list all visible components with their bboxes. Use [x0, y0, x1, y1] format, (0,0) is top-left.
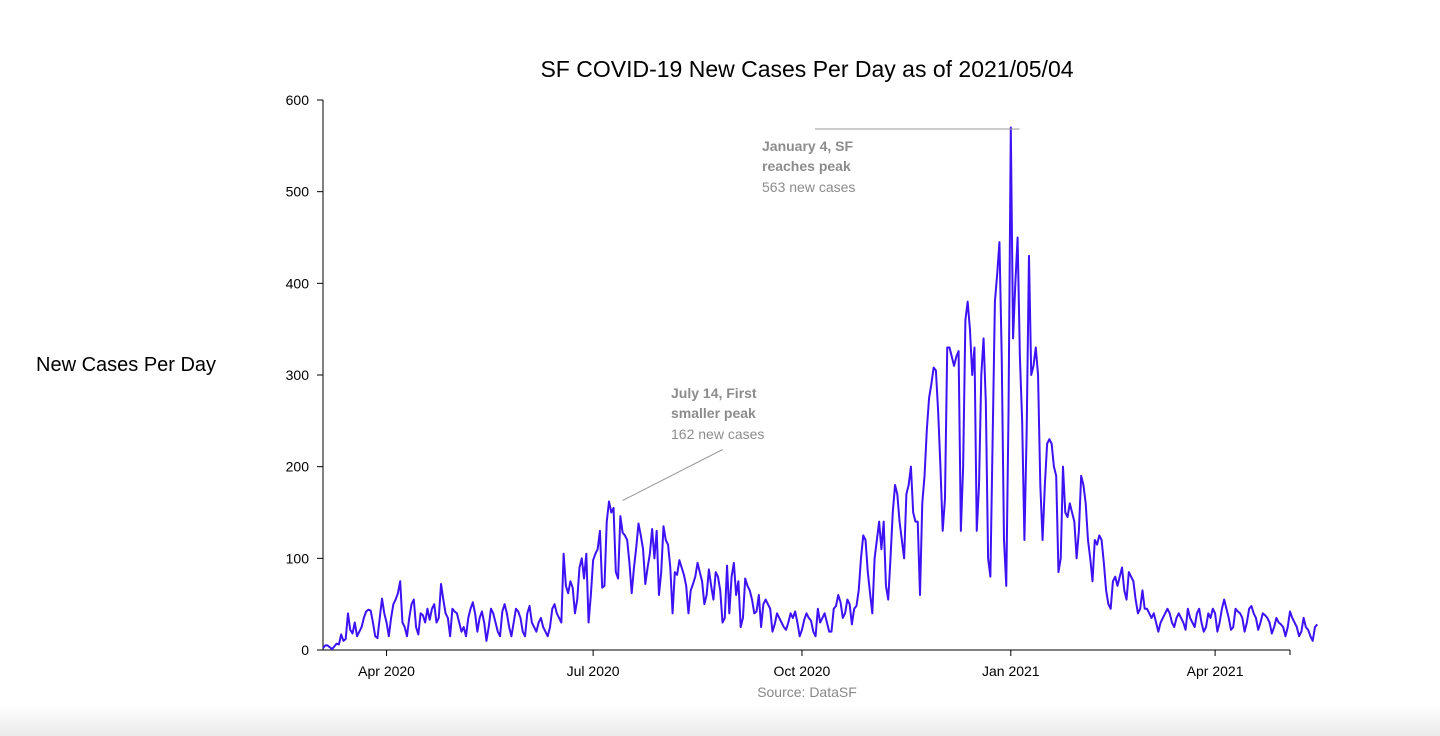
x-tick-label: Jan 2021	[982, 663, 1040, 679]
annotation-heading: reaches peak	[762, 158, 851, 174]
annotation-body: 162 new cases	[671, 426, 764, 442]
source-note: Source: DataSF	[757, 684, 857, 700]
y-axis-label: New Cases Per Day	[36, 354, 217, 376]
y-tick-label: 100	[286, 550, 310, 566]
annotation-leader-line	[622, 449, 723, 501]
y-tick-label: 600	[286, 92, 310, 108]
annotation-heading: smaller peak	[671, 405, 756, 421]
x-tick-label: Apr 2021	[1187, 663, 1244, 679]
annotation-heading: July 14, First	[671, 385, 757, 401]
y-tick-label: 0	[301, 642, 309, 658]
annotation-heading: January 4, SF	[762, 138, 853, 154]
x-tick-label: Jul 2020	[567, 663, 620, 679]
series-line	[322, 126, 1319, 651]
x-tick-label: Oct 2020	[774, 663, 831, 679]
x-tick-label: Apr 2020	[358, 663, 415, 679]
y-tick-label: 500	[286, 184, 310, 200]
chart-title: SF COVID-19 New Cases Per Day as of 2021…	[540, 56, 1074, 82]
y-tick-label: 300	[286, 367, 310, 383]
y-tick-label: 400	[286, 275, 310, 291]
annotation-body: 563 new cases	[762, 179, 855, 195]
window-bottom-edge	[0, 706, 1440, 736]
y-tick-label: 200	[286, 459, 310, 475]
